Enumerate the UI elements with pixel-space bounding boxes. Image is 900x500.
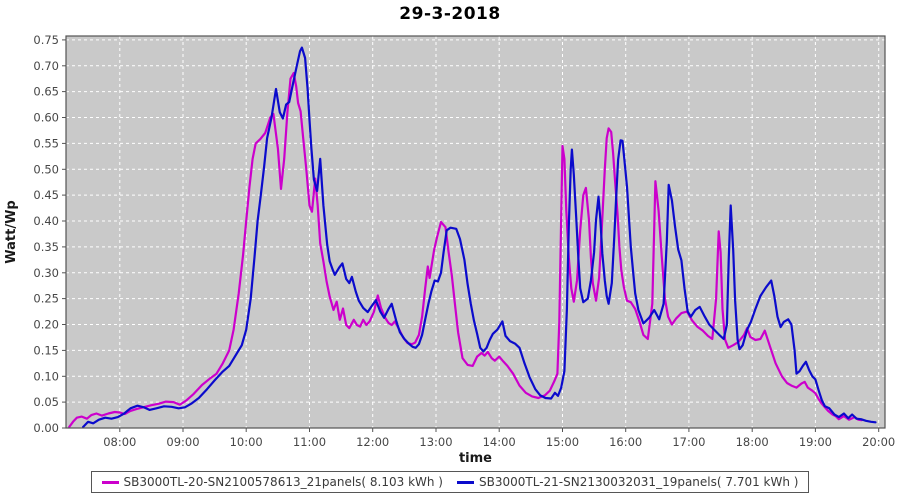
legend-box: SB3000TL-20-SN2100578613_21panels( 8.103… bbox=[90, 471, 810, 493]
y-tick-label: 0.35 bbox=[33, 240, 59, 254]
series-line-1 bbox=[68, 71, 863, 429]
plot-frame bbox=[65, 35, 886, 429]
y-tick-label: 0.45 bbox=[33, 188, 59, 202]
x-axis-label: time bbox=[459, 451, 492, 466]
x-tick-label: 08:00 bbox=[103, 435, 136, 449]
legend-label: SB3000TL-21-SN2130032031_19panels( 7.701… bbox=[479, 475, 799, 489]
legend-line-swatch bbox=[101, 480, 119, 484]
legend-item: SB3000TL-20-SN2100578613_21panels( 8.103… bbox=[101, 475, 443, 489]
series-line-2 bbox=[82, 46, 877, 429]
x-tick-label: 17:00 bbox=[672, 435, 705, 449]
legend-line-swatch bbox=[457, 480, 474, 484]
x-tick-label: 13:00 bbox=[419, 435, 452, 449]
y-tick-label: 0.55 bbox=[33, 136, 59, 150]
x-tick-label: 09:00 bbox=[166, 435, 199, 449]
y-tick-label: 0.00 bbox=[33, 421, 59, 435]
x-tick-label: 11:00 bbox=[293, 435, 326, 449]
x-tick-label: 19:00 bbox=[799, 435, 832, 449]
y-tick-label: 0.70 bbox=[33, 59, 59, 73]
x-tick-label: 10:00 bbox=[230, 435, 263, 449]
x-tick-label: 20:00 bbox=[862, 435, 895, 449]
x-tick-label: 12:00 bbox=[356, 435, 389, 449]
y-tick-label: 0.05 bbox=[33, 395, 59, 409]
x-tick-label: 16:00 bbox=[609, 435, 642, 449]
plot-area bbox=[66, 36, 885, 428]
x-tick-label: 14:00 bbox=[483, 435, 516, 449]
y-tick-label: 0.15 bbox=[33, 343, 59, 357]
y-tick-label: 0.40 bbox=[33, 214, 59, 228]
y-tick-label: 0.50 bbox=[33, 162, 59, 176]
legend-label: SB3000TL-20-SN2100578613_21panels( 8.103… bbox=[123, 475, 443, 489]
chart-title: 29-3-2018 bbox=[399, 4, 501, 24]
y-tick-label: 0.60 bbox=[33, 111, 59, 125]
legend: SB3000TL-20-SN2100578613_21panels( 8.103… bbox=[0, 471, 900, 493]
y-tick-label: 0.10 bbox=[33, 369, 59, 383]
legend-item: SB3000TL-21-SN2130032031_19panels( 7.701… bbox=[457, 475, 798, 489]
y-tick-label: 0.20 bbox=[33, 318, 59, 332]
y-axis-label: Watt/Wp bbox=[4, 200, 19, 263]
x-tick-label: 15:00 bbox=[546, 435, 579, 449]
y-tick-label: 0.25 bbox=[33, 292, 59, 306]
x-tick-label: 18:00 bbox=[736, 435, 769, 449]
y-tick-label: 0.65 bbox=[33, 85, 59, 99]
y-tick-label: 0.30 bbox=[33, 266, 59, 280]
y-tick-label: 0.75 bbox=[33, 33, 59, 47]
